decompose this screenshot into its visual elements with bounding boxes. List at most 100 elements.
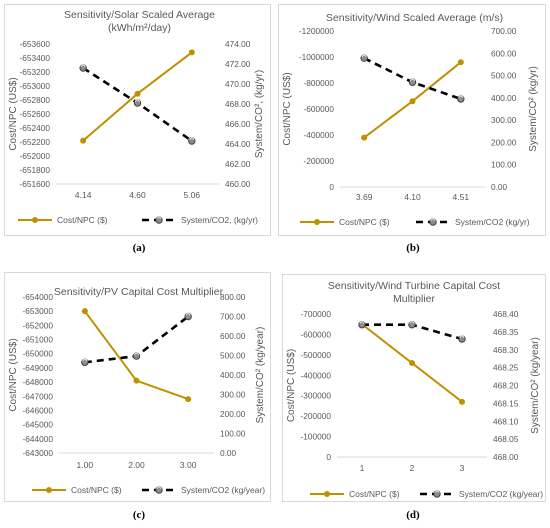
y2-tick-label: 300.00 xyxy=(220,390,246,400)
caption-d: (d) xyxy=(406,509,420,521)
y2-tick-label: 468.00 xyxy=(493,452,519,462)
y-tick-label: -700000 xyxy=(301,309,332,319)
x-tick-label: 2 xyxy=(410,463,415,473)
y-tick-label: -652600 xyxy=(20,109,51,119)
co2-data-point xyxy=(133,99,142,107)
legend: Cost/NPC ($) System/CO2, (kg/yr) xyxy=(18,215,258,225)
legend-marker-co2 xyxy=(429,218,437,226)
caption-a: (a) xyxy=(132,242,146,254)
y-tick-label: -200000 xyxy=(304,156,335,166)
y2-tick-label: 600.00 xyxy=(491,48,517,58)
y-tick-label: -651000 xyxy=(23,335,54,345)
y-tick-label: -200000 xyxy=(301,411,332,421)
legend-label-co2: System/CO2 (kg/yr) xyxy=(455,217,530,227)
y-tick-label: -1200000 xyxy=(299,26,334,36)
chart-svg: Sensitivity/Solar Scaled Average(kWh/m²/… xyxy=(8,9,265,225)
y-tick-label: -600000 xyxy=(301,329,332,339)
y2-tick-label: 200.00 xyxy=(220,409,246,419)
cost-data-point xyxy=(409,98,416,105)
y-tick-label: -500000 xyxy=(301,350,332,360)
y-tick-label: -652000 xyxy=(23,320,54,330)
y2-tick-label: 468.25 xyxy=(493,363,519,373)
y-tick-label: -646000 xyxy=(23,405,54,415)
legend-label-co2: System/CO2 (kg/year) xyxy=(459,489,543,499)
y-axis-label: Cost/NPC (US$) xyxy=(282,72,293,145)
x-tick-label: 4.51 xyxy=(453,192,470,202)
co2-data-point xyxy=(188,137,196,145)
legend-marker-cost xyxy=(32,217,38,223)
legend-marker-co2 xyxy=(155,216,163,224)
chart-panel-a: Sensitivity/Solar Scaled Average (kWh/m²/… xyxy=(4,4,271,236)
y-tick-label: 0 xyxy=(326,452,331,462)
legend-marker-cost xyxy=(46,487,52,493)
chart-frame-d xyxy=(282,274,546,502)
x-tick-label: 1.00 xyxy=(77,460,94,470)
y-tick-label: -653600 xyxy=(20,39,51,49)
co2-data-point xyxy=(132,352,141,360)
co2-data-point xyxy=(408,321,416,329)
co2-data-point xyxy=(457,95,465,103)
y2-tick-label: 400.00 xyxy=(491,93,517,103)
x-tick-label: 3 xyxy=(460,463,465,473)
cost-data-point xyxy=(133,377,140,384)
x-tick-label: 4.60 xyxy=(129,190,146,200)
legend-marker-co2 xyxy=(155,486,163,494)
cost-data-point xyxy=(409,360,415,367)
y-tick-label: -400000 xyxy=(301,370,332,380)
y-tick-label: -400000 xyxy=(304,130,335,140)
x-tick-label: 3.69 xyxy=(356,192,373,202)
y2-axis-label: System/CO², (kg/yr) xyxy=(254,70,265,158)
y-tick-label: -300000 xyxy=(301,391,332,401)
chart-svg: Sensitivity/Wind Turbine Capital CostMul… xyxy=(286,280,543,499)
y2-tick-label: 700.00 xyxy=(491,26,517,36)
y-tick-label: -650000 xyxy=(23,349,54,359)
y2-tick-label: 700.00 xyxy=(220,312,246,322)
legend-label-cost: Cost/NPC ($) xyxy=(57,215,108,225)
y2-tick-label: 200.00 xyxy=(491,137,517,147)
y2-tick-label: 468.00 xyxy=(225,99,251,109)
y2-tick-label: 600.00 xyxy=(220,331,246,341)
y-tick-label: -647000 xyxy=(23,391,54,401)
chart-frame-c xyxy=(4,272,271,502)
y2-tick-label: 464.00 xyxy=(225,139,251,149)
y-tick-label: -651600 xyxy=(20,179,51,189)
y2-tick-label: 800.00 xyxy=(220,292,246,302)
chart-title-line: Sensitivity/Wind Scaled Average (m/s) xyxy=(326,12,503,24)
y2-tick-label: 470.00 xyxy=(225,79,251,89)
y2-tick-label: 0.00 xyxy=(491,182,508,192)
y2-tick-label: 472.00 xyxy=(225,59,251,69)
cost-data-point xyxy=(361,134,368,141)
y-tick-label: -652400 xyxy=(20,123,51,133)
y2-tick-label: 466.00 xyxy=(225,119,251,129)
y2-tick-label: 468.40 xyxy=(493,309,519,319)
y2-tick-label: 468.05 xyxy=(493,434,519,444)
legend-label-co2: System/CO2, (kg/yr) xyxy=(181,215,258,225)
y2-tick-label: 468.35 xyxy=(493,327,519,337)
y-tick-label: -648000 xyxy=(23,377,54,387)
cost-data-point xyxy=(459,398,465,405)
cost-data-point xyxy=(134,90,141,97)
y-tick-label: -652200 xyxy=(20,137,51,147)
co2-data-point xyxy=(81,358,89,367)
y2-tick-label: 500.00 xyxy=(220,351,246,361)
legend-label-co2: System/CO2 (kg/year) xyxy=(181,485,265,495)
co2-data-point xyxy=(408,78,417,86)
co2-data-point xyxy=(458,335,466,343)
y-tick-label: -643000 xyxy=(23,448,54,458)
y2-tick-label: 100.00 xyxy=(220,429,246,439)
cost-data-point xyxy=(81,308,88,315)
y2-axis-label: System/CO² (kg/yr) xyxy=(528,66,539,152)
legend-marker-cost xyxy=(314,219,320,225)
y-tick-label: -653000 xyxy=(20,81,51,91)
y-tick-label: -652800 xyxy=(20,95,51,105)
co2-data-point xyxy=(184,312,192,321)
x-tick-label: 4.10 xyxy=(404,192,421,202)
chart-title-line: Multiplier xyxy=(393,293,436,305)
y-tick-label: -651800 xyxy=(20,165,51,175)
legend: Cost/NPC ($) System/CO2 (kg/year) xyxy=(310,489,543,499)
chart-panel-b: Sensitivity/Wind Scaled Average (m/s) Cos… xyxy=(278,4,546,236)
x-tick-label: 4.14 xyxy=(75,190,92,200)
y-tick-label: -652000 xyxy=(20,151,51,161)
y-tick-label: -653000 xyxy=(23,306,54,316)
chart-panel-d: Sensitivity/Wind Turbine Capital Cost Mul… xyxy=(282,274,546,502)
